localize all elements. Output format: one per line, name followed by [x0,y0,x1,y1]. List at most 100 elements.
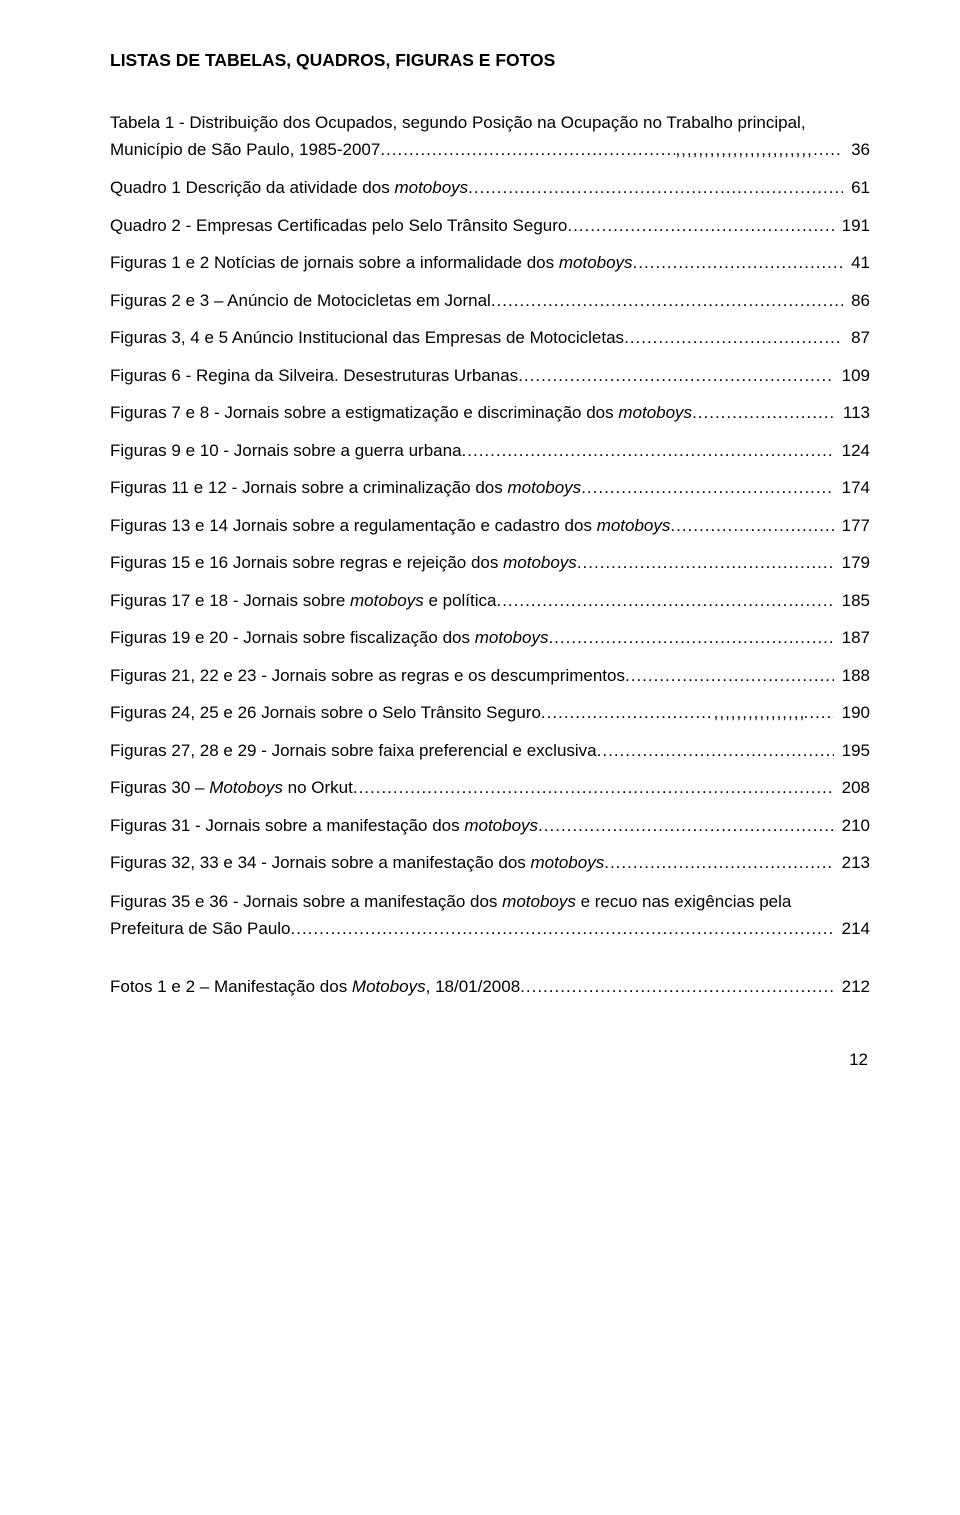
entry-text: Figuras 21, 22 e 23 - Jornais sobre as r… [110,666,625,685]
spacer [110,954,870,974]
entry-text: Quadro 1 Descrição da atividade dos [110,178,394,197]
entry-text: Figuras 6 - Regina da Silveira. Desestru… [110,366,518,385]
entry-label: Figuras 21, 22 e 23 - Jornais sobre as r… [110,663,625,689]
italic-text: motoboys [475,628,549,647]
entry-line: Tabela 1 - Distribuição dos Ocupados, se… [110,109,870,136]
toc-entry: Quadro 1 Descrição da atividade dos moto… [110,175,870,201]
leader-dots [538,813,834,839]
entry-page-number: 109 [834,363,870,389]
entry-text: Figuras 31 - Jornais sobre a manifestaçã… [110,816,464,835]
entry-label: Quadro 1 Descrição da atividade dos moto… [110,175,468,201]
entry-label: Figuras 15 e 16 Jornais sobre regras e r… [110,550,577,576]
entry-page-number: 191 [834,213,870,239]
entry-text: Prefeitura de São Paulo [110,919,291,938]
entry-page-number: 210 [834,813,870,839]
entry-label: Município de São Paulo, 1985-2007 [110,136,380,163]
entry-label: Figuras 32, 33 e 34 - Jornais sobre a ma… [110,850,604,876]
entry-page-number: 174 [834,475,870,501]
entry-text: e política [424,591,497,610]
entry-text: Figuras 17 e 18 - Jornais sobre [110,591,350,610]
document-page: LISTAS DE TABELAS, QUADROS, FIGURAS E FO… [0,0,960,1110]
leader-dots [496,588,833,614]
entry-label: Figuras 19 e 20 - Jornais sobre fiscaliz… [110,625,548,651]
leader-dots [520,974,833,1000]
entry-page-number: 195 [834,738,870,764]
italic-text: motoboys [394,178,468,197]
toc-entry: Figuras 1 e 2 Notícias de jornais sobre … [110,250,870,276]
entry-page-number: 124 [834,438,870,464]
entry-page-number: 213 [834,850,870,876]
toc-footer-entry: Fotos 1 e 2 – Manifestação dos Motoboys,… [110,974,870,1000]
leader-dots [633,250,844,276]
leader-dots [291,915,834,942]
entry-page-number: 61 [843,175,870,201]
leader-commas [714,700,804,726]
entry-label: Figuras 27, 28 e 29 - Jornais sobre faix… [110,738,597,764]
entry-label: Figuras 7 e 8 - Jornais sobre a estigmat… [110,400,692,426]
entry-text: Figuras 15 e 16 Jornais sobre regras e r… [110,553,503,572]
toc-entry: Figuras 13 e 14 Jornais sobre a regulame… [110,513,870,539]
entry-label: Figuras 2 e 3 – Anúncio de Motocicletas … [110,288,491,314]
toc-entry: Figuras 2 e 3 – Anúncio de Motocicletas … [110,288,870,314]
entry-text: Figuras 1 e 2 Notícias de jornais sobre … [110,253,559,272]
entry-text: Figuras 3, 4 e 5 Anúncio Institucional d… [110,328,624,347]
entry-label: Figuras 17 e 18 - Jornais sobre motoboys… [110,588,496,614]
entry-page-number: 188 [834,663,870,689]
entry-label: Prefeitura de São Paulo [110,915,291,942]
toc-entry: Figuras 7 e 8 - Jornais sobre a estigmat… [110,400,870,426]
entry-line: Figuras 35 e 36 - Jornais sobre a manife… [110,888,870,915]
leader-commas [675,136,813,163]
entry-page-number: 187 [834,625,870,651]
entry-text: Figuras 13 e 14 Jornais sobre a regulame… [110,516,597,535]
entry-text: Figuras 30 – [110,778,209,797]
entry-text: Figuras 11 e 12 - Jornais sobre a crimin… [110,478,507,497]
toc-entry: Figuras 11 e 12 - Jornais sobre a crimin… [110,475,870,501]
toc-entry: Figuras 21, 22 e 23 - Jornais sobre as r… [110,663,870,689]
entry-label: Figuras 30 – Motoboys no Orkut [110,775,353,801]
entry-page-number: 41 [843,250,870,276]
entry-text: Tabela 1 - Distribuição dos Ocupados, se… [110,113,806,132]
toc-entry: Figuras 32, 33 e 34 - Jornais sobre a ma… [110,850,870,876]
leader-dots [597,738,834,764]
leader-dots [804,700,834,726]
toc-entry: Figuras 24, 25 e 26 Jornais sobre o Selo… [110,700,870,726]
toc-entry: Figuras 19 e 20 - Jornais sobre fiscaliz… [110,625,870,651]
leader-dots [604,850,833,876]
leader-dots [813,136,843,163]
entry-label: Figuras 3, 4 e 5 Anúncio Institucional d… [110,325,624,351]
italic-text: motoboys [502,892,576,911]
entry-label: Figuras 6 - Regina da Silveira. Desestru… [110,363,518,389]
entry-text: Município de São Paulo, 1985-2007 [110,140,380,159]
entry-label: Quadro 2 - Empresas Certificadas pelo Se… [110,213,567,239]
entry-text: Figuras 2 e 3 – Anúncio de Motocicletas … [110,291,491,310]
italic-text: Motoboys [352,977,426,996]
entry-label: Figuras 9 e 10 - Jornais sobre a guerra … [110,438,462,464]
toc-entry: Figuras 30 – Motoboys no Orkut208 [110,775,870,801]
italic-text: motoboys [464,816,538,835]
leader-dots [468,175,843,201]
entry-text: Figuras 27, 28 e 29 - Jornais sobre faix… [110,741,597,760]
entry-page-number: 179 [834,550,870,576]
italic-text: motoboys [559,253,633,272]
entry-text: Figuras 19 e 20 - Jornais sobre fiscaliz… [110,628,475,647]
italic-text: motoboys [531,853,605,872]
entry-label: Figuras 1 e 2 Notícias de jornais sobre … [110,250,633,276]
leader-dots [491,288,843,314]
entry-page-number: 185 [834,588,870,614]
leader-dots [624,325,843,351]
leader-dots [577,550,834,576]
leader-dots [541,700,714,726]
italic-text: motoboys [618,403,692,422]
toc-entry: Figuras 31 - Jornais sobre a manifestaçã… [110,813,870,839]
leader-dots [548,625,833,651]
leader-dots [380,136,675,163]
entry-label: Figuras 24, 25 e 26 Jornais sobre o Selo… [110,700,541,726]
entry-text: Fotos 1 e 2 – Manifestação dos [110,977,352,996]
page-title: LISTAS DE TABELAS, QUADROS, FIGURAS E FO… [110,50,870,71]
entry-label: Figuras 31 - Jornais sobre a manifestaçã… [110,813,538,839]
page-number: 12 [110,1050,870,1070]
entry-text: , 18/01/2008 [426,977,521,996]
toc-entry: Figuras 17 e 18 - Jornais sobre motoboys… [110,588,870,614]
toc-entry: Tabela 1 - Distribuição dos Ocupados, se… [110,109,870,163]
toc-entry: Quadro 2 - Empresas Certificadas pelo Se… [110,213,870,239]
